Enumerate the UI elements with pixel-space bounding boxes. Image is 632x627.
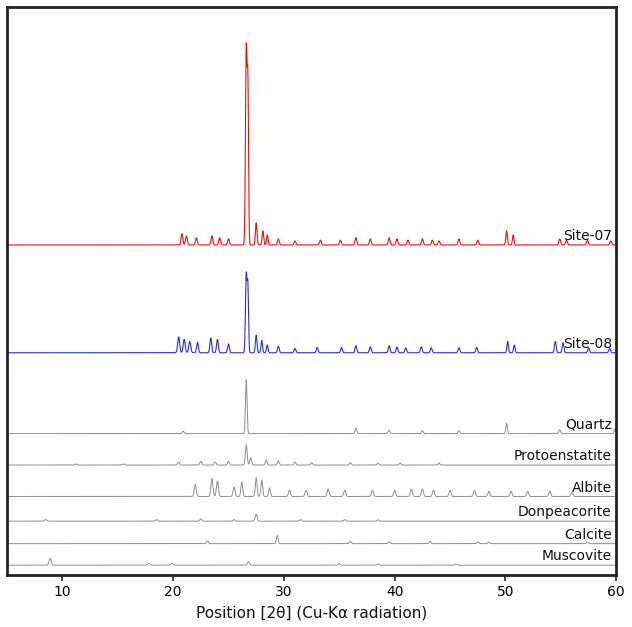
Text: Albite: Albite	[572, 481, 612, 495]
Text: Muscovite: Muscovite	[542, 549, 612, 564]
Text: Calcite: Calcite	[564, 528, 612, 542]
Text: Site-07: Site-07	[563, 229, 612, 243]
X-axis label: Position [2θ] (Cu-Kα radiation): Position [2θ] (Cu-Kα radiation)	[196, 605, 427, 620]
Text: Protoenstatite: Protoenstatite	[514, 450, 612, 463]
Text: Donpeacorite: Donpeacorite	[518, 505, 612, 519]
Text: Quartz: Quartz	[565, 418, 612, 432]
Text: Site-08: Site-08	[562, 337, 612, 351]
